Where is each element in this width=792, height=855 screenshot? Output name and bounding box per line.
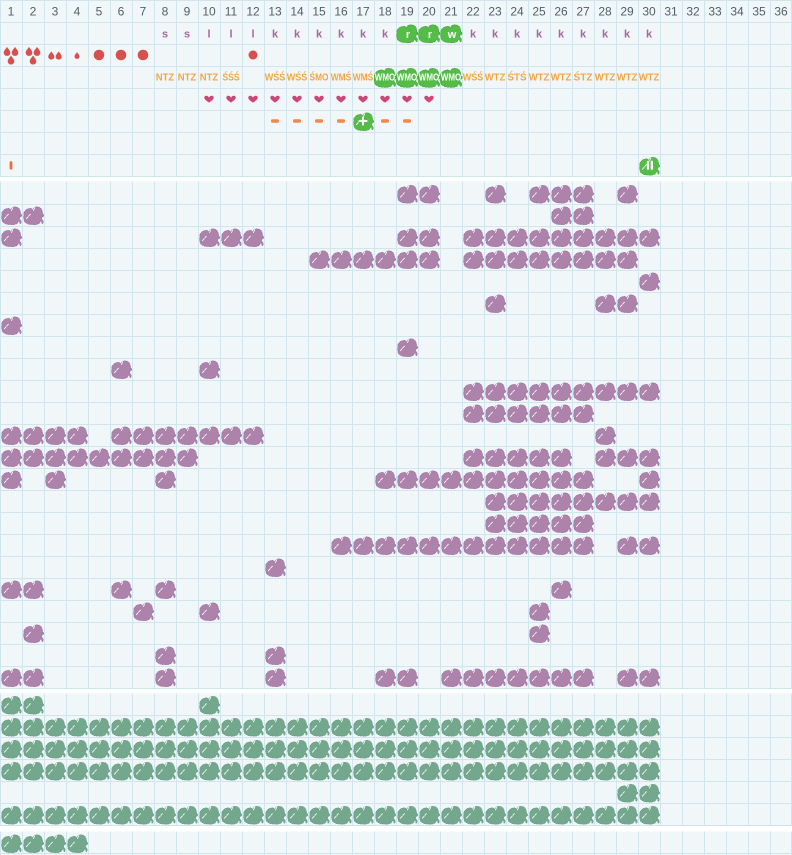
svg-text:WTZ: WTZ (617, 73, 638, 84)
svg-text:l: l (251, 28, 254, 40)
svg-text:NTZ: NTZ (156, 73, 175, 84)
svg-text:k: k (470, 28, 477, 40)
svg-text:27: 27 (576, 4, 590, 18)
svg-text:k: k (536, 28, 543, 40)
svg-text:32: 32 (686, 4, 700, 18)
svg-text:24: 24 (510, 4, 524, 18)
svg-text:14: 14 (290, 4, 304, 18)
svg-text:4: 4 (74, 4, 81, 18)
svg-text:33: 33 (708, 4, 722, 18)
svg-text:28: 28 (598, 4, 612, 18)
svg-text:WMO: WMO (419, 73, 440, 84)
svg-text:25: 25 (532, 4, 546, 18)
svg-text:9: 9 (184, 4, 191, 18)
svg-text:36: 36 (774, 4, 788, 18)
svg-text:s: s (162, 28, 168, 40)
svg-text:30: 30 (642, 4, 656, 18)
svg-text:12: 12 (246, 4, 260, 18)
svg-text:ŚŚŚ: ŚŚŚ (223, 71, 240, 84)
svg-text:NTZ: NTZ (178, 73, 197, 84)
svg-text:WTZ: WTZ (595, 73, 616, 84)
svg-text:ŚTZ: ŚTZ (574, 71, 593, 84)
svg-text:WTZ: WTZ (551, 73, 572, 84)
svg-text:1: 1 (8, 4, 15, 18)
svg-text:r: r (406, 29, 411, 41)
svg-text:26: 26 (554, 4, 568, 18)
svg-text:NTZ: NTZ (200, 73, 219, 84)
svg-text:17: 17 (356, 4, 370, 18)
svg-text:2: 2 (30, 4, 37, 18)
svg-text:WMO: WMO (441, 73, 462, 84)
svg-text:k: k (492, 28, 499, 40)
svg-text:11: 11 (225, 4, 238, 18)
svg-text:WMŚ: WMŚ (331, 71, 352, 84)
svg-text:l: l (229, 28, 232, 40)
svg-text:23: 23 (488, 4, 502, 18)
svg-text:35: 35 (752, 4, 766, 18)
svg-text:8: 8 (162, 4, 169, 18)
svg-text:k: k (624, 28, 631, 40)
svg-text:19: 19 (400, 4, 414, 18)
svg-text:31: 31 (664, 4, 678, 18)
svg-text:13: 13 (268, 4, 282, 18)
svg-text:k: k (272, 28, 279, 40)
svg-text:15: 15 (312, 4, 326, 18)
svg-text:k: k (338, 28, 345, 40)
svg-text:5: 5 (96, 4, 103, 18)
svg-text:WTZ: WTZ (485, 73, 506, 84)
svg-text:r: r (428, 29, 433, 41)
svg-text:WTZ: WTZ (639, 73, 660, 84)
svg-text:WTZ: WTZ (529, 73, 550, 84)
svg-text:WŚŚ: WŚŚ (463, 71, 484, 84)
svg-text:k: k (382, 28, 389, 40)
svg-text:34: 34 (730, 4, 744, 18)
svg-text:k: k (514, 28, 521, 40)
svg-text:WMO: WMO (397, 73, 418, 84)
svg-text:k: k (316, 28, 323, 40)
svg-text:w: w (447, 29, 457, 41)
svg-text:21: 21 (444, 4, 458, 18)
svg-text:29: 29 (620, 4, 634, 18)
svg-text:ŚTŚ: ŚTŚ (508, 71, 527, 84)
svg-text:WŚŚ: WŚŚ (265, 71, 286, 84)
svg-text:18: 18 (378, 4, 392, 18)
svg-text:k: k (646, 28, 653, 40)
svg-text:20: 20 (422, 4, 436, 18)
svg-text:WŚŚ: WŚŚ (287, 71, 308, 84)
svg-text:7: 7 (140, 4, 147, 18)
svg-text:k: k (580, 28, 587, 40)
svg-text:WMŚ: WMŚ (353, 71, 374, 84)
svg-text:k: k (294, 28, 301, 40)
svg-text:16: 16 (334, 4, 348, 18)
svg-text:k: k (558, 28, 565, 40)
svg-text:WMO: WMO (375, 73, 396, 84)
svg-text:k: k (602, 28, 609, 40)
svg-text:s: s (184, 28, 190, 40)
svg-text:6: 6 (118, 4, 125, 18)
svg-text:l: l (207, 28, 210, 40)
svg-text:10: 10 (202, 4, 216, 18)
svg-text:3: 3 (52, 4, 59, 18)
svg-text:22: 22 (466, 4, 480, 18)
svg-text:ŚMO: ŚMO (310, 71, 329, 84)
svg-text:k: k (360, 28, 367, 40)
